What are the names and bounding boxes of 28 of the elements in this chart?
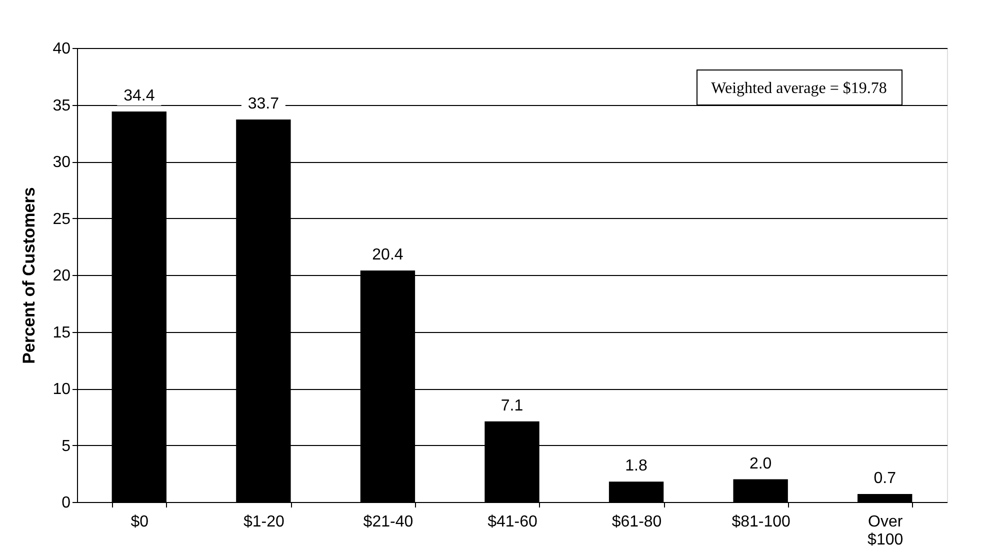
x-tick-label: $61-80 (612, 514, 662, 530)
data-label: 33.7 (248, 96, 280, 113)
data-label: 20.4 (372, 246, 404, 264)
x-tick-label: $21-40 (363, 514, 414, 530)
data-label: 0.7 (874, 470, 896, 488)
data-label: 7.1 (500, 397, 524, 414)
data-label: 1.8 (625, 458, 648, 475)
y-tick-label: 10 (52, 381, 71, 398)
x-tick-label: Over $100 (868, 514, 904, 548)
bar (733, 479, 788, 502)
y-tick-label: 0 (62, 494, 71, 512)
bar (858, 494, 912, 502)
y-tick-label: 35 (52, 97, 71, 114)
data-label: 34.4 (124, 88, 155, 105)
y-tick-label: 5 (62, 438, 71, 455)
y-tick-label: 30 (52, 154, 71, 171)
x-tick-label: $81-100 (732, 514, 791, 530)
x-tick-label: $0 (130, 514, 149, 530)
y-tick-label: 15 (52, 324, 71, 342)
y-axis-title: Percent of Customers (20, 187, 39, 364)
x-tick-label: $41-60 (488, 514, 538, 530)
x-tick-label: $1-20 (243, 514, 284, 530)
data-label: 2.0 (749, 455, 772, 472)
annotation: Weighted average = $19.78 (711, 80, 887, 97)
bar (608, 482, 664, 502)
y-tick-label: 40 (52, 40, 71, 58)
y-tick-label: 20 (52, 268, 71, 284)
y-tick-label: 25 (52, 210, 71, 228)
